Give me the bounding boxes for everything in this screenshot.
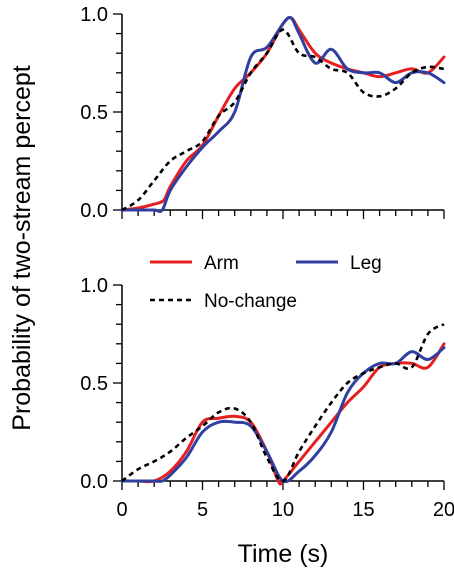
panel-top-series [120,15,446,213]
legend-label-arm: Arm [204,253,239,274]
bottom-series-no-change [121,323,445,483]
y-axis-title: Probability of two-stream percept [8,65,36,430]
panel-bottom-xtick-labels: 0 5 10 15 20 [116,499,454,521]
x-tick-label: 5 [197,499,208,521]
x-tick-label: 20 [433,499,454,521]
bottom-series-leg [120,346,446,484]
top-series-no-change [121,28,445,212]
legend-label-no-change: No-change [204,291,297,312]
top-y-tick-label: 1.0 [80,4,108,26]
x-tick-label: 0 [116,499,127,521]
legend-label-leg: Leg [350,253,382,274]
top-series-arm [120,16,446,212]
top-series-leg [120,15,446,213]
panel-bottom-series [120,323,446,486]
x-tick-label: 15 [352,499,374,521]
panel-bottom-ticks [113,284,445,490]
bottom-y-tick-label: 0.5 [80,373,108,395]
legend: Arm Leg No-change [150,253,382,312]
panel-bottom: 0.0 0.5 1.0 0 5 10 15 20 [80,275,454,521]
panel-top-ticks [113,13,445,219]
panel-bottom-ytick-labels: 0.0 0.5 1.0 [80,275,108,493]
top-y-tick-label: 0.5 [80,102,108,124]
x-axis-title: Time (s) [238,540,329,568]
x-tick-label: 10 [272,499,294,521]
bottom-y-tick-label: 0.0 [80,471,108,493]
panel-top-ytick-labels: 0.0 0.5 1.0 [80,4,108,222]
bottom-y-tick-label: 1.0 [80,275,108,297]
top-y-tick-label: 0.0 [80,200,108,222]
panel-top: 0.0 0.5 1.0 [80,4,446,222]
